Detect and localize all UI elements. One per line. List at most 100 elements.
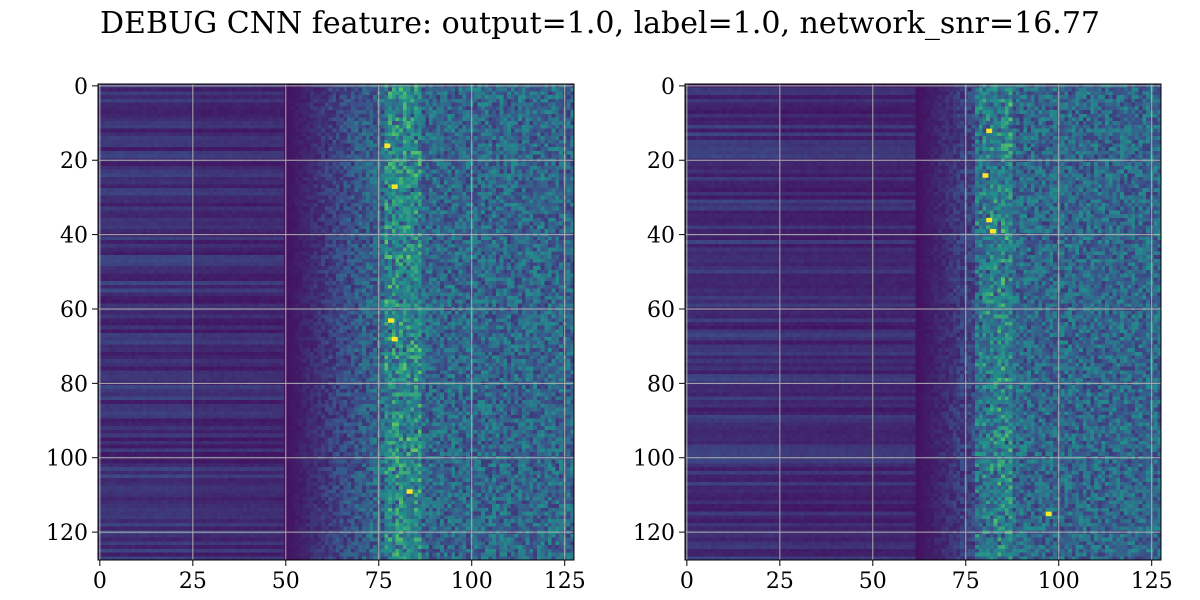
heatmap-cell <box>388 129 392 133</box>
heatmap-cell <box>232 151 236 155</box>
heatmap-cell <box>321 192 325 196</box>
heatmap-cell <box>303 173 307 177</box>
heatmap-cell <box>392 177 396 181</box>
heatmap-cell <box>184 199 188 203</box>
heatmap-cell <box>161 88 165 92</box>
heatmap-cell <box>381 203 385 207</box>
heatmap-cell <box>198 144 202 148</box>
heatmap-cell <box>258 181 262 185</box>
heatmap-cell <box>131 170 135 174</box>
heatmap-cell <box>184 99 188 103</box>
heatmap-cell <box>329 136 333 140</box>
heatmap-cell <box>455 129 459 133</box>
heatmap-cell <box>202 196 206 200</box>
heatmap-cell <box>154 203 158 207</box>
heatmap-cell <box>128 196 132 200</box>
heatmap-cell <box>217 166 221 170</box>
heatmap-cell <box>481 162 485 166</box>
heatmap-cell <box>262 170 266 174</box>
heatmap-cell <box>321 132 325 136</box>
heatmap-cell <box>158 199 162 203</box>
heatmap-cell <box>559 144 563 148</box>
heatmap-cell <box>228 218 232 222</box>
heatmap-cell <box>295 125 299 129</box>
heatmap-cell <box>221 110 225 114</box>
heatmap-cell <box>213 106 217 110</box>
heatmap-cell <box>459 117 463 121</box>
heatmap-cell <box>384 114 388 118</box>
heatmap-cell <box>250 214 254 218</box>
heatmap-cell <box>150 110 154 114</box>
heatmap-cell <box>507 147 511 151</box>
heatmap-cell <box>109 162 113 166</box>
heatmap-cell <box>433 117 437 121</box>
heatmap-cell <box>351 203 355 207</box>
heatmap-cell <box>165 106 169 110</box>
heatmap-cell <box>232 210 236 214</box>
heatmap-cell <box>418 225 422 229</box>
heatmap-cell <box>422 151 426 155</box>
heatmap-cell <box>555 188 559 192</box>
heatmap-cell <box>254 129 258 133</box>
heatmap-cell <box>143 173 147 177</box>
heatmap-cell <box>340 166 344 170</box>
heatmap-cell <box>440 91 444 95</box>
heatmap-cell <box>369 188 373 192</box>
heatmap-cell <box>161 210 165 214</box>
heatmap-cell <box>544 147 548 151</box>
heatmap-cell <box>306 181 310 185</box>
heatmap-cell <box>117 91 121 95</box>
heatmap-cell <box>425 91 429 95</box>
heatmap-cell <box>485 99 489 103</box>
heatmap-cell <box>165 192 169 196</box>
heatmap-cell <box>198 196 202 200</box>
heatmap-cell <box>187 203 191 207</box>
heatmap-cell <box>414 110 418 114</box>
heatmap-cell <box>273 140 277 144</box>
heatmap-cell <box>488 222 492 226</box>
heatmap-cell <box>273 214 277 218</box>
heatmap-cell <box>474 181 478 185</box>
heatmap-cell <box>433 125 437 129</box>
heatmap-cell <box>474 192 478 196</box>
heatmap-cell <box>150 184 154 188</box>
heatmap-cell <box>362 188 366 192</box>
heatmap-cell <box>232 147 236 151</box>
heatmap-cell <box>184 184 188 188</box>
heatmap-cell <box>541 177 545 181</box>
heatmap-cell <box>336 214 340 218</box>
heatmap-cell <box>418 117 422 121</box>
heatmap-cell <box>340 125 344 129</box>
heatmap-cell <box>239 140 243 144</box>
heatmap-cell <box>135 103 139 107</box>
heatmap-cell <box>336 91 340 95</box>
heatmap-cell <box>187 207 191 211</box>
heatmap-cell <box>131 125 135 129</box>
heatmap-cell <box>511 214 515 218</box>
heatmap-cell <box>503 155 507 159</box>
heatmap-cell <box>321 121 325 125</box>
heatmap-cell <box>232 192 236 196</box>
heatmap-cell <box>496 91 500 95</box>
heatmap-cell <box>466 144 470 148</box>
heatmap-cell <box>299 106 303 110</box>
heatmap-cell <box>347 203 351 207</box>
heatmap-cell <box>295 225 299 229</box>
heatmap-cell <box>202 103 206 107</box>
heatmap-cell <box>291 225 295 229</box>
heatmap-cell <box>369 214 373 218</box>
heatmap-cell <box>299 222 303 226</box>
heatmap-cell <box>217 184 221 188</box>
heatmap-cell <box>474 196 478 200</box>
heatmap-cell <box>492 129 496 133</box>
heatmap-cell <box>228 225 232 229</box>
heatmap-cell <box>221 222 225 226</box>
heatmap-cell <box>548 188 552 192</box>
heatmap-cell <box>496 192 500 196</box>
heatmap-cell <box>466 192 470 196</box>
heatmap-cell <box>135 95 139 99</box>
heatmap-cell <box>117 184 121 188</box>
heatmap-cell <box>306 207 310 211</box>
heatmap-cell <box>117 199 121 203</box>
heatmap-cell <box>269 199 273 203</box>
